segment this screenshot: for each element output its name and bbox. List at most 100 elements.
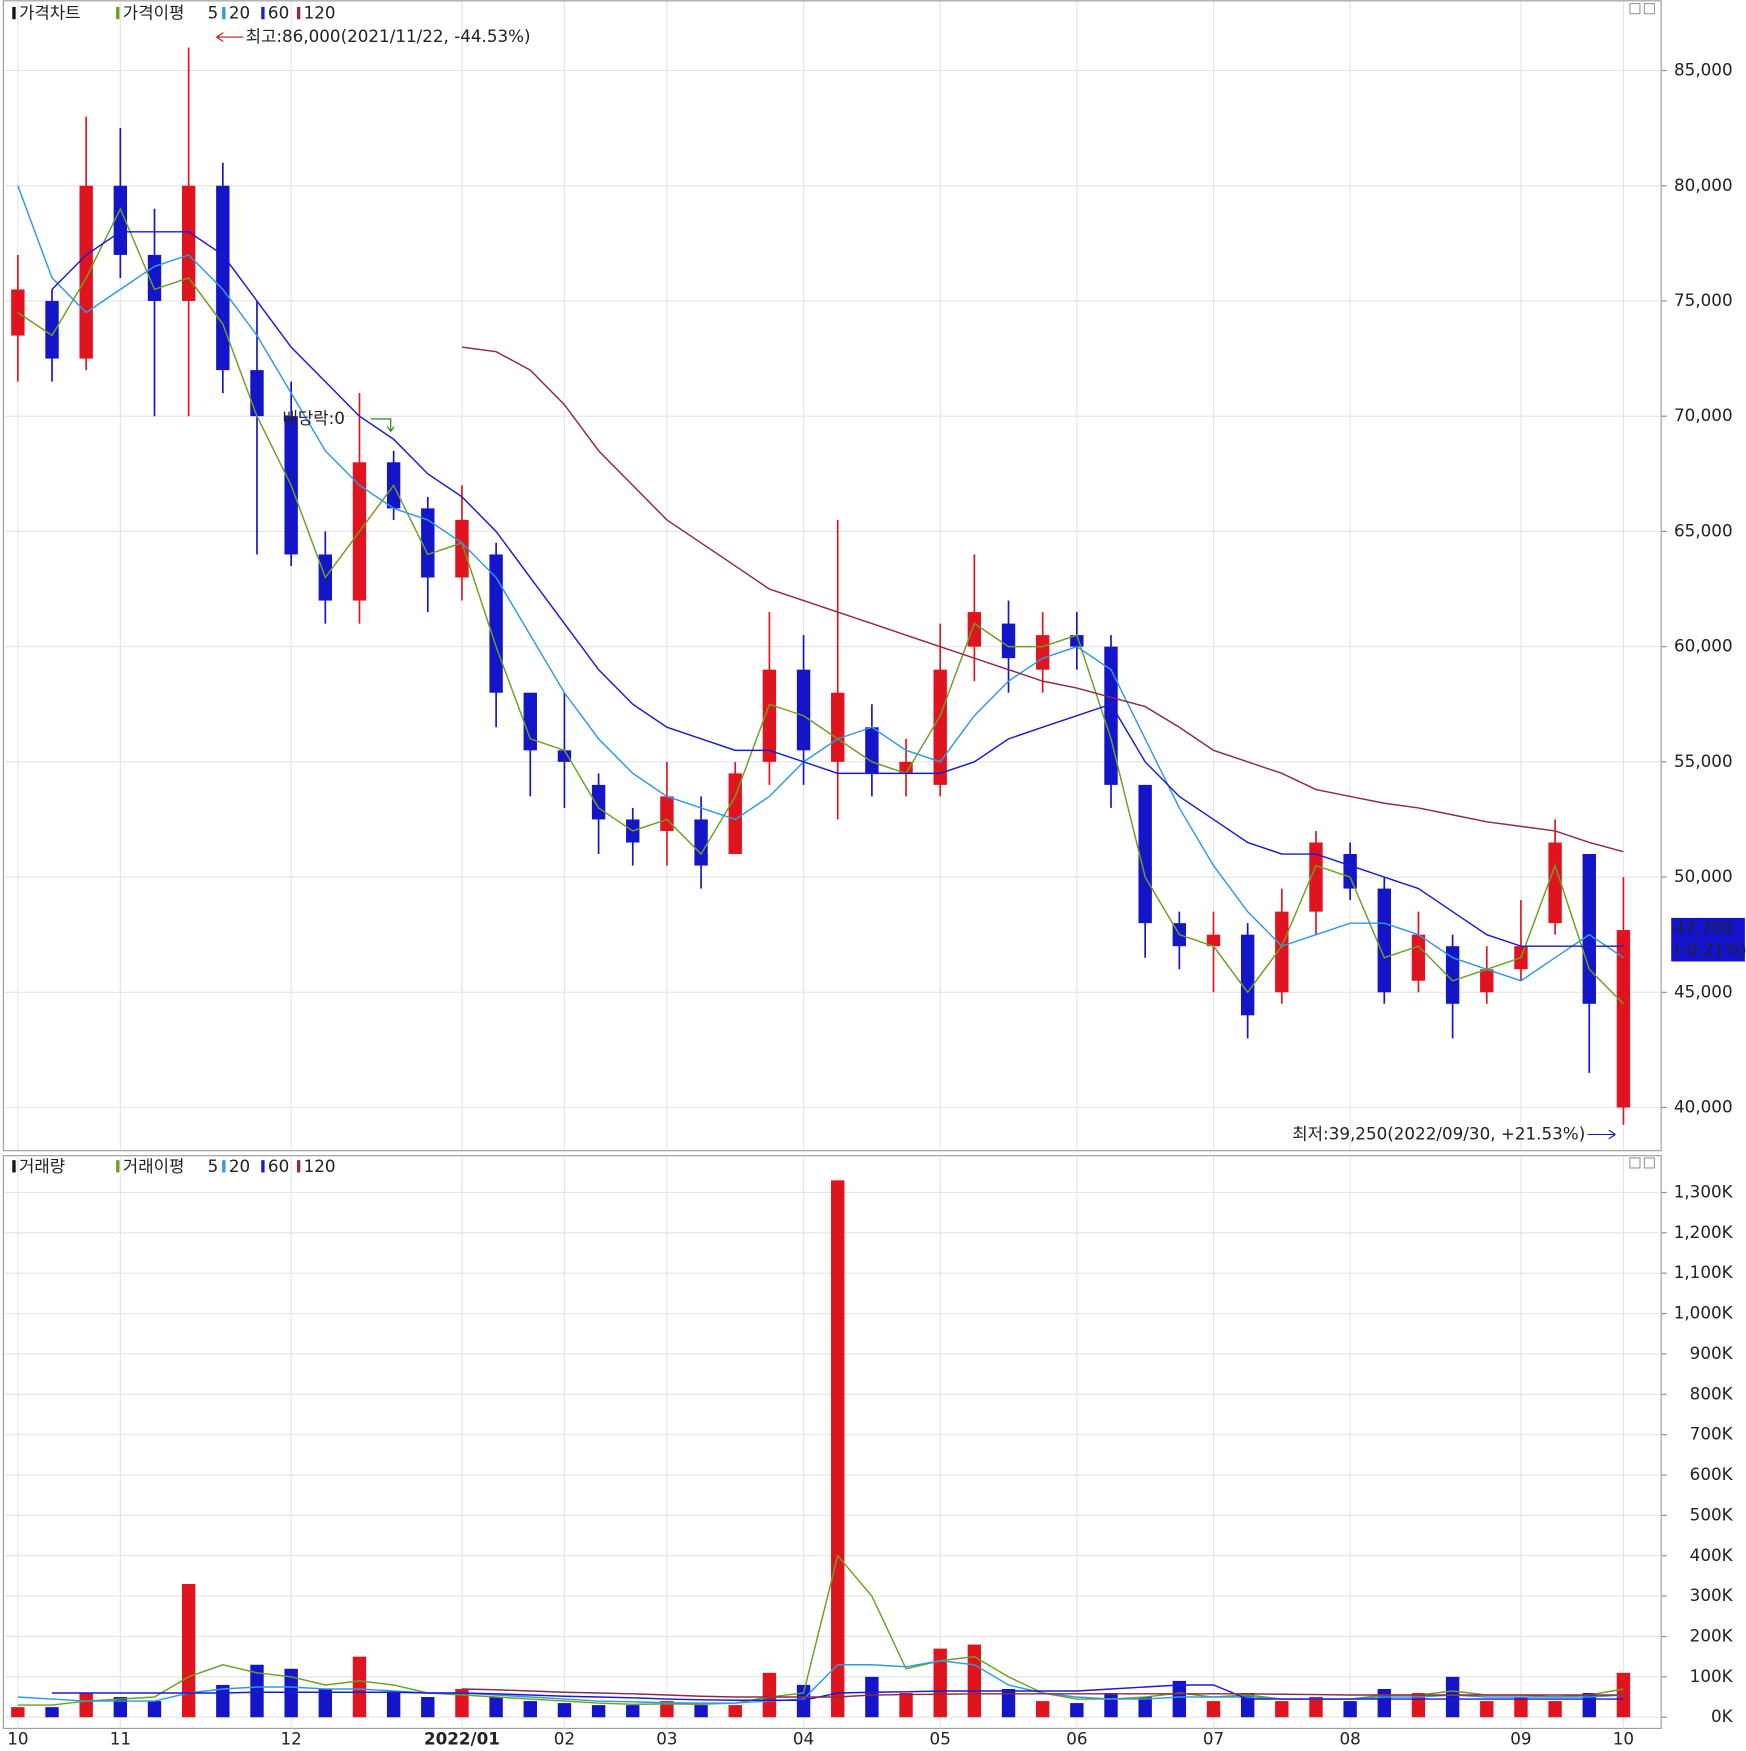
dividend-marker (370, 418, 395, 433)
volume-bar (1172, 1680, 1187, 1718)
candle-body (762, 669, 777, 762)
volume-bar (1445, 1676, 1460, 1718)
candle-body (1343, 854, 1357, 889)
candle-body (796, 669, 811, 751)
y-tick-label: 60,000 (1674, 636, 1733, 656)
volume-bar (1070, 1703, 1084, 1718)
last-change: (-0.21%) (1675, 939, 1746, 959)
legend-marker (12, 1160, 16, 1173)
y-tick-label: 900K (1690, 1343, 1734, 1363)
candle-body (591, 784, 606, 820)
candle-body (1206, 934, 1221, 947)
volume-bar (1514, 1697, 1528, 1718)
candle-body (489, 554, 503, 693)
legend-entry: 120 (304, 3, 336, 23)
candle-body (865, 727, 879, 774)
candle-body (11, 289, 25, 336)
candle-body (1445, 946, 1460, 1004)
volume-bar (626, 1705, 640, 1718)
y-tick-label: 55,000 (1674, 751, 1733, 771)
moving-average-line (51, 231, 1624, 947)
window-button[interactable] (1643, 1157, 1656, 1169)
last-price-box (1671, 917, 1745, 962)
volume-bar (1309, 1697, 1323, 1718)
window-button[interactable] (1643, 3, 1656, 15)
x-tick-label: 2022/01 (424, 1729, 500, 1749)
y-tick-label: 1,200K (1674, 1222, 1734, 1242)
legend-entry: 5 (208, 1156, 219, 1176)
volume-bar (865, 1676, 879, 1718)
candle-body (694, 819, 708, 866)
candle-body (1104, 646, 1118, 785)
volume-bar (1343, 1701, 1357, 1718)
legend-entry: 20 (229, 1156, 250, 1176)
y-tick-label: 75,000 (1674, 290, 1733, 310)
volume-bar (1206, 1701, 1221, 1718)
candle-body (79, 185, 93, 359)
legend-entry: 60 (268, 1156, 289, 1176)
candle-body (1616, 930, 1631, 1108)
volume-bar (1548, 1701, 1562, 1718)
y-tick-label: 200K (1690, 1625, 1734, 1645)
y-tick-label: 80,000 (1674, 175, 1733, 195)
x-tick-label: 03 (656, 1729, 677, 1749)
x-tick-label: 12 (281, 1729, 302, 1749)
legend-marker (261, 1160, 265, 1173)
volume-bar (933, 1648, 947, 1718)
legend-marker (222, 1160, 226, 1173)
volume-bar (147, 1701, 162, 1718)
window-button[interactable] (1629, 1157, 1641, 1169)
y-tick-label: 0K (1711, 1706, 1734, 1726)
volume-bar (1377, 1688, 1391, 1718)
candle-body (728, 773, 742, 855)
candle-body (967, 612, 982, 647)
candle-body (1548, 842, 1562, 924)
x-tick-label: 07 (1203, 1729, 1224, 1749)
legend-entry: 60 (268, 3, 289, 23)
x-tick-label: 11 (110, 1729, 131, 1749)
moving-average-line (52, 1684, 1624, 1701)
candle-body (1001, 623, 1016, 659)
legend-ma-title: 거래이평 (123, 1156, 185, 1176)
legend-entry: 120 (304, 1156, 336, 1176)
window-button[interactable] (1629, 3, 1641, 15)
x-tick-label: 02 (554, 1729, 575, 1749)
candle-body (933, 669, 947, 785)
volume-bar (1275, 1701, 1289, 1718)
volume-bar (694, 1705, 708, 1718)
low-arrow-head (1608, 1129, 1616, 1140)
legend-marker (296, 6, 301, 20)
candle-body (181, 185, 196, 301)
last-price: 47,700 (1675, 918, 1734, 938)
candle-body (1411, 934, 1426, 981)
price-panel (2, 0, 1662, 1152)
volume-bar (386, 1693, 401, 1718)
volume-bar (489, 1697, 503, 1718)
volume-bar (1104, 1693, 1118, 1718)
legend-entry: 5 (208, 3, 219, 23)
legend-title: 가격차트 (19, 3, 81, 23)
y-tick-label: 100K (1690, 1666, 1734, 1686)
x-tick-label: 10 (1613, 1729, 1634, 1749)
legend-entry: 20 (229, 3, 250, 23)
y-tick-label: 85,000 (1674, 60, 1733, 80)
y-tick-label: 45,000 (1674, 981, 1733, 1001)
moving-average-line (17, 207, 1624, 1005)
y-tick-label: 400K (1690, 1545, 1734, 1565)
candle-body (1275, 911, 1289, 993)
candle-body (147, 254, 162, 301)
volume-bar (79, 1693, 93, 1718)
volume-bar (831, 1180, 845, 1718)
candle-body (45, 300, 59, 359)
moving-average-line (461, 1688, 1624, 1698)
high-annotation: 최고:86,000(2021/11/22, -44.53%) (246, 26, 531, 46)
volume-bar (11, 1707, 25, 1718)
volume-bar (591, 1705, 606, 1718)
x-tick-label: 04 (793, 1729, 814, 1749)
x-tick-label: 10 (7, 1729, 28, 1749)
y-tick-label: 65,000 (1674, 520, 1733, 540)
volume-bar (318, 1688, 333, 1718)
volume-bar (352, 1656, 367, 1718)
moving-average-line (461, 346, 1624, 853)
legend-marker (12, 6, 16, 20)
